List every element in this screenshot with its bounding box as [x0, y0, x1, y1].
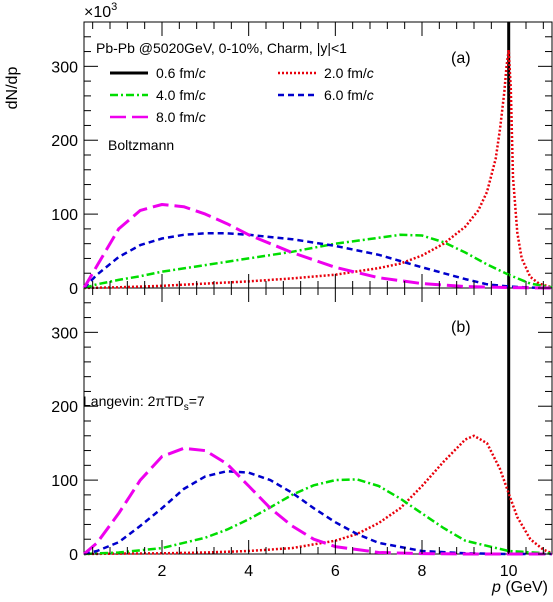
- panel-b-note-end: =7: [189, 393, 205, 409]
- y-multiplier-exponent: 3: [111, 1, 117, 13]
- legend-label: 6.0 fm/c: [324, 87, 374, 103]
- series-line-b-4: [83, 446, 552, 556]
- series-line-a-3: [83, 232, 553, 290]
- x-axis-title-symbol: p: [491, 579, 501, 596]
- panel-b-tag: (b): [451, 319, 471, 336]
- y-tick-label-b: 300: [51, 325, 78, 342]
- y-tick-label-a: 0: [69, 281, 78, 298]
- tick-labels: 0 100 200 300 0 100 200 300 2 4 6 8 10: [51, 59, 517, 580]
- panel-a-curves: [82, 22, 553, 290]
- x-tick-label: 2: [158, 563, 167, 580]
- y-tick-label-a: 300: [51, 59, 78, 76]
- series-line-a-4: [82, 203, 553, 290]
- panel-b-note-sub: s: [184, 402, 189, 413]
- legend-label: 0.6 fm/c: [156, 65, 206, 81]
- axes-ticks: [84, 21, 552, 555]
- y-tick-label-a: 200: [51, 133, 78, 150]
- series-line-a-2: [83, 233, 553, 290]
- x-tick-label: 4: [244, 563, 253, 580]
- y-tick-label-b: 100: [51, 473, 78, 490]
- y-tick-label-b: 200: [51, 399, 78, 416]
- series-line-a-1: [83, 48, 553, 290]
- y-tick-label-a: 100: [51, 207, 78, 224]
- series-line-b-1: [83, 434, 553, 556]
- x-tick-label: 6: [331, 563, 340, 580]
- y-axis-title: dN/dp: [4, 67, 21, 110]
- panel-a-note: Boltzmann: [108, 137, 174, 153]
- panel-b-note: Langevin: 2πTDs=7: [83, 393, 205, 413]
- y-multiplier: ×103: [84, 1, 117, 21]
- x-tick-label: 10: [500, 563, 518, 580]
- x-axis-title: p (GeV): [491, 579, 548, 596]
- y-multiplier-base: ×10: [84, 4, 111, 21]
- legend-label: 8.0 fm/c: [156, 109, 206, 125]
- panel-a-tag: (a): [451, 50, 471, 67]
- x-tick-label: 8: [418, 563, 427, 580]
- panel-a-header: Pb-Pb @5020GeV, 0-10%, Charm, |y|<1: [96, 40, 347, 56]
- legend-label: 2.0 fm/c: [324, 65, 374, 81]
- series-line-b-2: [83, 478, 553, 556]
- y-tick-label-b: 0: [69, 547, 78, 564]
- panel-b-curves: [83, 288, 553, 556]
- legend: 0.6 fm/c 2.0 fm/c 4.0 fm/c 6.0 fm/c 8.0 fm/c: [110, 65, 374, 125]
- panel-b-note-main: Langevin: 2πTD: [83, 393, 184, 409]
- legend-label: 4.0 fm/c: [156, 87, 206, 103]
- x-axis-title-unit: (GeV): [501, 579, 548, 596]
